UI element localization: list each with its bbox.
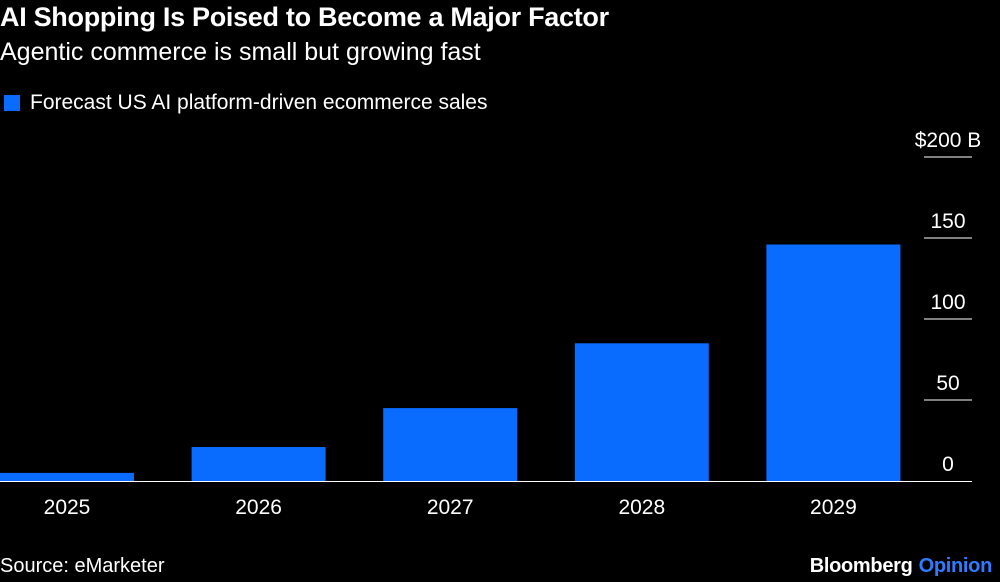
x-tick-label: 2026 [235, 496, 282, 519]
source-note: Source: eMarketer [0, 555, 165, 577]
bar [191, 446, 326, 481]
bar [0, 472, 134, 481]
brand-section: Opinion [918, 555, 993, 577]
y-tick-label: 0 [942, 453, 954, 476]
brand-logo: Bloomberg Opinion [809, 555, 993, 578]
legend-label: Forecast US AI platform-driven ecommerce… [30, 91, 488, 114]
x-tick-label: 2029 [810, 496, 857, 519]
bar [766, 244, 901, 481]
brand-name: Bloomberg [809, 555, 913, 577]
x-tick-label: 2027 [427, 496, 474, 519]
x-tick-label: 2025 [44, 496, 91, 519]
chart-title: AI Shopping Is Poised to Become a Major … [0, 2, 609, 32]
y-tick-label: $200 B [915, 129, 982, 152]
chart-subtitle: Agentic commerce is small but growing fa… [0, 38, 481, 66]
x-tick-label: 2028 [618, 496, 665, 519]
legend-swatch [4, 95, 20, 111]
legend: Forecast US AI platform-driven ecommerce… [4, 91, 488, 115]
y-tick-label: 100 [930, 291, 965, 314]
bar [574, 343, 709, 481]
y-tick-label: 50 [936, 372, 959, 395]
y-tick-label: 150 [930, 210, 965, 233]
bar [383, 408, 518, 481]
